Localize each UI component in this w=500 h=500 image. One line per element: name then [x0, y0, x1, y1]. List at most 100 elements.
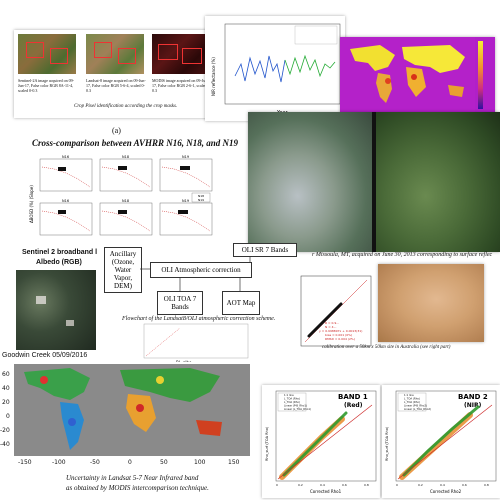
- map-caption-2: as obtained by MODIS intercomparison tec…: [66, 484, 209, 492]
- sentinel2-crop-image: [18, 34, 76, 74]
- flow-ancillary-box: Ancillary (Ozone, Water Vapor, DEM): [104, 247, 142, 293]
- svg-text:L_TOA (Rho): L_TOA (Rho): [404, 400, 420, 404]
- subplot-6-title: N19: [182, 199, 189, 203]
- flow-aot-box: AOT Map: [222, 291, 260, 315]
- svg-text:0.2: 0.2: [298, 483, 303, 487]
- map-y-ticks: 60 40 20 0 -20 -40: [0, 371, 10, 448]
- map-ytick-40: 40: [2, 385, 10, 392]
- band2-plot-panel: BAND 2 (NIR) 1:1 line L_TOA (Rho) L_TOA …: [382, 385, 500, 498]
- modis-crop-image: [152, 34, 210, 74]
- sentinel-albedo-image: [16, 270, 96, 350]
- uncertainty-map-panel: 60 40 20 0 -20 -40 -150 -100 -50 0 50 10…: [0, 362, 260, 500]
- svg-text:0.6: 0.6: [342, 483, 347, 487]
- mini-line-chart: BL_albe: [143, 323, 249, 365]
- small-scatter-panel: R = 0.9... N = 4... y = 0.998897x + 0.00…: [295, 272, 375, 356]
- band1-plot: BAND 1 (Red) 1:1 line L_TOA (Rho) L_TOA …: [265, 390, 377, 494]
- subplot-5: N18: [99, 199, 153, 236]
- map-caption-1: Uncertainty in Landsat 5-7 Near Infrared…: [66, 474, 199, 482]
- subplot-1-title: N16: [62, 155, 69, 159]
- sentinel-title-2: Albedo (RGB): [36, 259, 82, 266]
- landsat8-caption: Landsat-8 image acquired on 09-Jun-17, F…: [86, 78, 146, 93]
- band2-title: BAND 2: [458, 393, 488, 401]
- cross-comparison-label: (a): [112, 126, 121, 135]
- map-ytick-20: 20: [2, 399, 10, 406]
- timeseries-ylabel: NIR reflectance (%): [211, 57, 216, 96]
- band1-subtitle: (Red): [344, 402, 363, 409]
- cross-ylabel: ΔBOSD (%) (Slope): [29, 185, 34, 223]
- band1-xlabel: Corrected Rho1: [310, 489, 342, 494]
- flow-toa-bands-box: OLI TOA 7 Bands: [157, 291, 203, 315]
- subplot-2-title: N18: [122, 155, 129, 159]
- band1-title: BAND 1: [338, 393, 368, 401]
- toa-satellite-image: [248, 112, 372, 252]
- landsat8-crop-image: [86, 34, 144, 74]
- map-colorbar: [478, 41, 483, 109]
- landsat-caption: r Missoula, MT, acquired on June 30, 201…: [312, 252, 493, 258]
- scatter-stat-3: y = 0.998897x + 0.0013(31): [319, 329, 362, 333]
- cross-comparison-grid: ΔBOSD (%) (Slope) N16 N18 N19 N16: [28, 153, 223, 240]
- timeseries-green-line: [284, 54, 336, 78]
- map-ytick-neg20: -20: [0, 427, 10, 434]
- map-xtick-6: 100: [194, 459, 206, 466]
- flow-correction-box: OLI Atmospheric correction: [150, 262, 252, 278]
- small-scatter: R = 0.9... N = 4... y = 0.998897x + 0.00…: [300, 275, 372, 347]
- svg-text:0.2: 0.2: [418, 483, 423, 487]
- svg-text:Linear (P-B_Rho1): Linear (P-B_Rho1): [284, 404, 307, 408]
- svg-text:L_TOA (Rho): L_TOA (Rho): [404, 397, 420, 401]
- band1-legend: 1:1 line L_TOA (Rho) L_TOA (Rho) Linear …: [277, 392, 311, 412]
- svg-text:L_TOA (Rho): L_TOA (Rho): [284, 400, 300, 404]
- map-x-ticks: -150 -100 -50 0 50 100 150: [18, 459, 240, 466]
- svg-text:Linear (L_TOA_Rho2): Linear (L_TOA_Rho2): [404, 407, 431, 411]
- svg-text:Linear (P-B_Rho2): Linear (P-B_Rho2): [404, 404, 427, 408]
- scatter-stat-5: RMSD = 0.004 (2%): [325, 337, 355, 341]
- sentinel-title-1: Sentinel 2 broadband l: [22, 249, 98, 256]
- subplot-3-title: N19: [182, 155, 189, 159]
- crop-identification-panel: Sentinel-2A image acquired on 09-Jun-17,…: [14, 30, 214, 118]
- uncertainty-map: 60 40 20 0 -20 -40 -150 -100 -50 0 50 10…: [0, 364, 250, 466]
- subplot-2: N18: [99, 155, 153, 192]
- map-xtick-7: 150: [228, 459, 240, 466]
- sentinel2-caption: Sentinel-2A image acquired on 09-Jun-17,…: [18, 78, 74, 93]
- band2-xlabel: Corrected Rho2: [430, 489, 462, 494]
- svg-text:0.4: 0.4: [440, 483, 445, 487]
- legend-n19: N19: [198, 198, 204, 202]
- map-xtick-4: 0: [128, 459, 132, 466]
- band2-plot: BAND 2 (NIR) 1:1 line L_TOA (Rho) L_TOA …: [385, 390, 497, 494]
- timeseries-blue-line: [234, 55, 286, 83]
- crop-figure-caption: Crop Pixel identification according the …: [74, 104, 178, 109]
- map-ytick-60: 60: [2, 371, 10, 378]
- scatter-stat-2: N = 4...: [325, 325, 336, 329]
- mini-line-panel: BL_albe: [140, 322, 252, 366]
- sentinel-footer: Goodwin Creek 05/09/2016: [2, 352, 88, 359]
- flow-sr-bands-box: OLI SR 7 Bands: [233, 243, 297, 257]
- cross-comparison-title: Cross-comparison between AVHRR N16, N18,…: [32, 138, 239, 148]
- modis-caption: MODIS image acquired on 09-Jun-17, False…: [152, 78, 211, 93]
- subplot-3: N19: [159, 155, 213, 192]
- desert-caption: calibration over a 50km x 50km site in A…: [322, 345, 451, 350]
- legend-n18: N18: [198, 194, 204, 198]
- scatter-stat-4: bias = 0.001 (0%): [325, 333, 352, 337]
- scatter-stat-1: R = 0.9...: [325, 321, 339, 325]
- landsat-images-panel: [248, 112, 500, 252]
- svg-text:0: 0: [396, 483, 398, 487]
- flow-arrows: [140, 256, 251, 291]
- sr-satellite-image: [376, 112, 500, 252]
- svg-text:0.6: 0.6: [462, 483, 467, 487]
- nir-timeseries-panel: NIR reflectance (%) Year: [205, 16, 345, 121]
- cross-comparison-plots: ΔBOSD (%) (Slope) N16 N18 N19 N16: [29, 155, 213, 236]
- subplot-4: N16: [39, 199, 93, 236]
- subplot-1: N16: [39, 155, 93, 192]
- svg-text:1:1 line: 1:1 line: [284, 393, 294, 397]
- svg-text:1:1 line: 1:1 line: [404, 393, 414, 397]
- svg-text:0.8: 0.8: [364, 483, 369, 487]
- svg-text:L_TOA (Rho): L_TOA (Rho): [284, 397, 300, 401]
- band1-plot-panel: BAND 1 (Red) 1:1 line L_TOA (Rho) L_TOA …: [262, 385, 380, 498]
- map-xtick-2: -100: [52, 459, 66, 466]
- band1-ylabel: Rho_surf (TOA Rho): [265, 426, 269, 461]
- svg-text:Linear (L_TOA_Rho1): Linear (L_TOA_Rho1): [284, 407, 311, 411]
- global-map-panel: [340, 37, 495, 115]
- global-map: [340, 37, 483, 115]
- map-ytick-neg40: -40: [0, 441, 10, 448]
- map-xtick-3: -50: [90, 459, 100, 466]
- subplot-6: N19 N18 N19: [159, 192, 213, 236]
